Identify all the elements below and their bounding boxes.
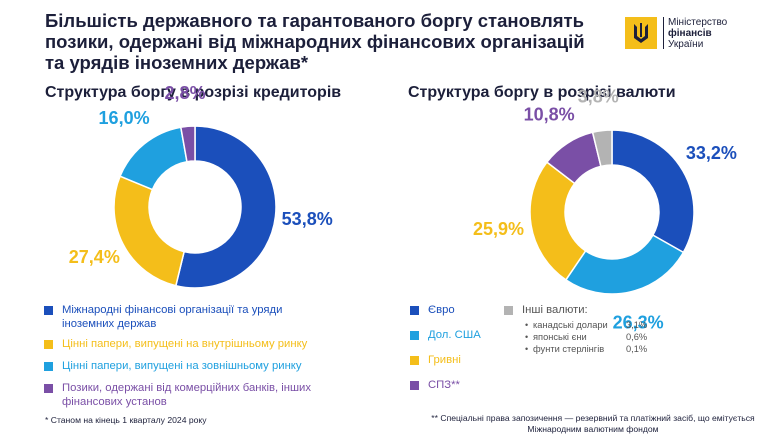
value-label: 2,8% bbox=[165, 83, 206, 103]
legend-item: Цінні папери, випущені на зовнішньому ри… bbox=[44, 359, 352, 373]
legend-item: Міжнародні фінансові організації та уряд… bbox=[44, 303, 322, 331]
value-label: 27,4% bbox=[69, 247, 120, 267]
legend-swatch bbox=[410, 381, 419, 390]
legend-swatch bbox=[44, 362, 53, 371]
title-line: позики, одержані від міжнародних фінансо… bbox=[45, 31, 585, 52]
donut-segment bbox=[174, 125, 277, 289]
footnote: * Станом на кінець 1 кварталу 2024 року bbox=[45, 415, 207, 425]
title-line: Більшість державного та гарантованого бо… bbox=[45, 10, 584, 31]
logo-mark bbox=[625, 17, 657, 49]
legend-label: Позики, одержані від комерційних банків,… bbox=[62, 382, 312, 408]
breakdown-bullet: • bbox=[525, 344, 529, 354]
logo-line: фінансів bbox=[668, 28, 712, 39]
logo-line: Міністерство bbox=[668, 17, 728, 28]
legend-item: СПЗ** bbox=[410, 378, 508, 392]
breakdown-share: 0,6% bbox=[626, 332, 648, 342]
legend-item: Позики, одержані від комерційних банків,… bbox=[44, 381, 322, 409]
breakdown-bullet: • bbox=[525, 320, 529, 330]
title-line: та урядів іноземних держав* bbox=[45, 52, 309, 73]
legend-label: Міжнародні фінансові організації та уряд… bbox=[62, 304, 283, 330]
breakdown-name: японські єни bbox=[533, 332, 587, 342]
legend-label: Євро bbox=[428, 304, 455, 316]
value-label: 26,3% bbox=[613, 313, 664, 333]
breakdown-name: канадські долари bbox=[533, 320, 608, 330]
footnote: ** Спеціальні права запозичення — резерв… bbox=[431, 413, 755, 434]
chart-title: Структура боргу в розрізі валюти bbox=[408, 84, 676, 101]
legend-item: Дол. США bbox=[410, 328, 508, 342]
value-label: 16,0% bbox=[99, 108, 150, 128]
legend-item: Гривні bbox=[410, 353, 508, 367]
legend-item: Євро bbox=[410, 303, 508, 317]
legend-label: Дол. США bbox=[428, 329, 481, 341]
value-label: 53,8% bbox=[282, 209, 333, 229]
value-label: 25,9% bbox=[473, 219, 524, 239]
legend-swatch bbox=[504, 306, 513, 315]
logo-line: України bbox=[668, 39, 704, 50]
legend-label: Цінні папери, випущені на внутрішньому р… bbox=[62, 338, 308, 350]
legend-label: Інші валюти: bbox=[522, 304, 588, 316]
legend-swatch bbox=[44, 340, 53, 349]
logo-text: Міністерство фінансів України bbox=[668, 17, 727, 50]
title: Більшість державного та гарантованого бо… bbox=[45, 10, 585, 73]
donut-segment bbox=[113, 175, 186, 287]
legend-swatch bbox=[410, 306, 419, 315]
breakdown-bullet: • bbox=[525, 332, 529, 342]
legend-label: СПЗ** bbox=[428, 379, 460, 391]
logo-divider bbox=[663, 17, 664, 49]
legend-swatch bbox=[410, 356, 419, 365]
legend-swatch bbox=[44, 384, 53, 393]
donut-segment bbox=[179, 125, 196, 163]
value-label: 33,2% bbox=[686, 143, 737, 163]
donut-segment bbox=[591, 129, 613, 168]
breakdown-share: 0,1% bbox=[626, 344, 648, 354]
value-label: 10,8% bbox=[524, 104, 575, 124]
legend-item: Інші валюти: bbox=[504, 303, 722, 317]
chart-title: Структура боргу в розрізі кредиторів bbox=[45, 84, 342, 101]
donut-segment bbox=[119, 126, 188, 191]
breakdown-name: фунти стерлінгів bbox=[533, 344, 605, 354]
value-label: 3,8% bbox=[578, 87, 619, 107]
donut-segment bbox=[564, 234, 685, 295]
legend-swatch bbox=[410, 331, 419, 340]
donut-segment bbox=[611, 129, 695, 254]
legend-label: Гривні bbox=[428, 354, 461, 366]
legend-item: Цінні папери, випущені на внутрішньому р… bbox=[44, 337, 352, 351]
breakdown-share: 3,1% bbox=[626, 320, 648, 330]
legend-label: Цінні папери, випущені на зовнішньому ри… bbox=[62, 360, 302, 372]
legend-swatch bbox=[44, 306, 53, 315]
trident bbox=[634, 23, 648, 43]
